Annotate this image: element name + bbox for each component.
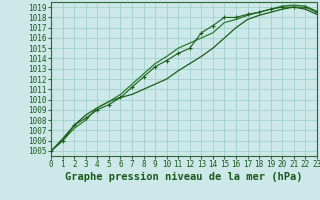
X-axis label: Graphe pression niveau de la mer (hPa): Graphe pression niveau de la mer (hPa): [65, 172, 303, 182]
